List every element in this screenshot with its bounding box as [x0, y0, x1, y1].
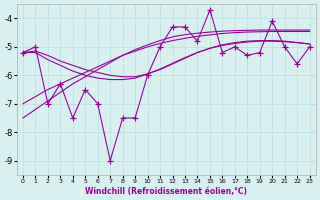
- X-axis label: Windchill (Refroidissement éolien,°C): Windchill (Refroidissement éolien,°C): [85, 187, 247, 196]
